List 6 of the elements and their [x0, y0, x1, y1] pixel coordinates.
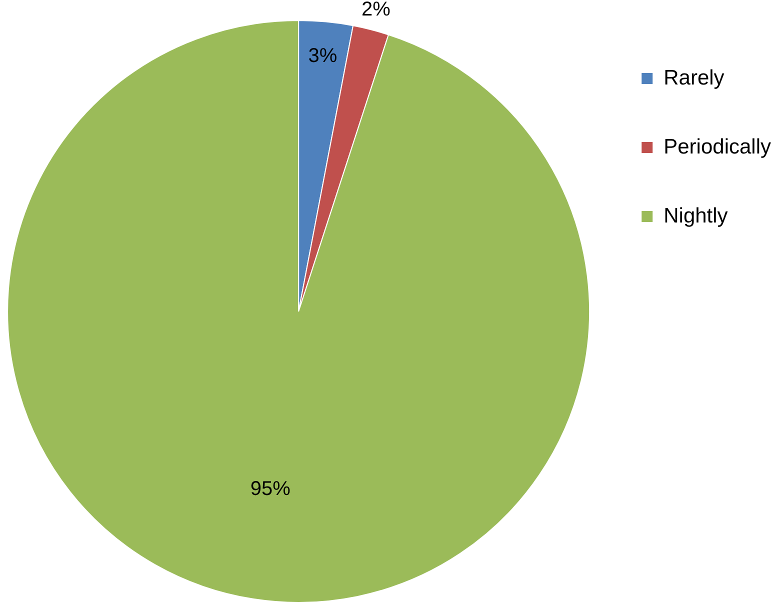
legend-label: Nightly — [664, 204, 728, 228]
data-label: 2% — [362, 0, 391, 20]
data-label: 3% — [308, 45, 338, 68]
legend-label: Periodically — [664, 135, 772, 158]
legend-label: Rarely — [664, 66, 725, 90]
data-label: 95% — [250, 478, 291, 500]
